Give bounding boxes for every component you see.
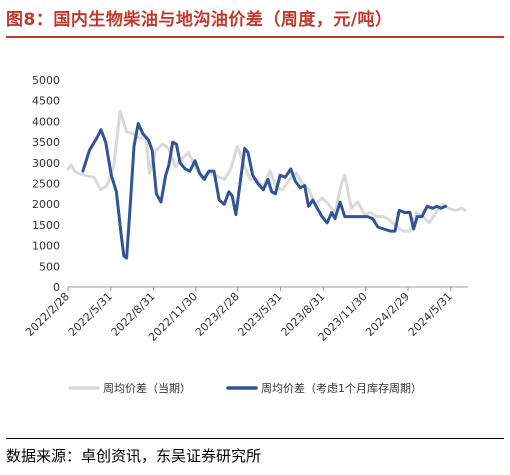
series-line-lagged [81, 122, 448, 260]
legend-label-lagged: 周均价差（考虑1个月库存周期） [261, 381, 422, 395]
chart-title: 图8：国内生物柴油与地沟油价差（周度，元/吨） [6, 10, 393, 30]
series-group [66, 109, 467, 260]
x-tick-label: 2024/5/31 [406, 290, 455, 339]
legend-label-current: 周均价差（当期） [103, 381, 191, 395]
y-tick-label: 2500 [32, 178, 60, 191]
x-tick-label: 2024/2/29 [363, 290, 412, 339]
x-axis: 2022/2/282022/5/312022/8/312022/11/30202… [23, 287, 455, 344]
y-tick-label: 4000 [32, 115, 60, 128]
y-tick-label: 5000 [32, 74, 60, 87]
x-tick-label: 2023/2/28 [193, 290, 242, 339]
series-line-current [66, 109, 467, 233]
y-tick-label: 0 [53, 281, 60, 294]
source-divider [6, 438, 504, 439]
y-tick-label: 2000 [32, 198, 60, 211]
x-tick-label: 2022/2/28 [23, 290, 72, 339]
x-tick-label: 2022/5/31 [66, 290, 115, 339]
title-divider [6, 36, 504, 38]
y-tick-label: 3000 [32, 157, 60, 170]
y-axis: 0 500 1000 1500 2000 2500 3000 3500 4000 4500 5000 [32, 74, 60, 294]
x-tick-label: 2023/5/31 [236, 290, 285, 339]
legend: 周均价差（当期） 周均价差（考虑1个月库存周期） [68, 381, 422, 395]
y-tick-label: 4500 [32, 95, 60, 108]
y-tick-label: 500 [39, 260, 60, 273]
y-tick-label: 3500 [32, 136, 60, 149]
y-tick-label: 1000 [32, 240, 60, 253]
data-source: 数据来源：卓创资讯，东吴证券研究所 [6, 447, 262, 465]
y-tick-label: 1500 [32, 219, 60, 232]
line-chart: 0 500 1000 1500 2000 2500 3000 3500 4000 4500 5000… [23, 74, 468, 395]
